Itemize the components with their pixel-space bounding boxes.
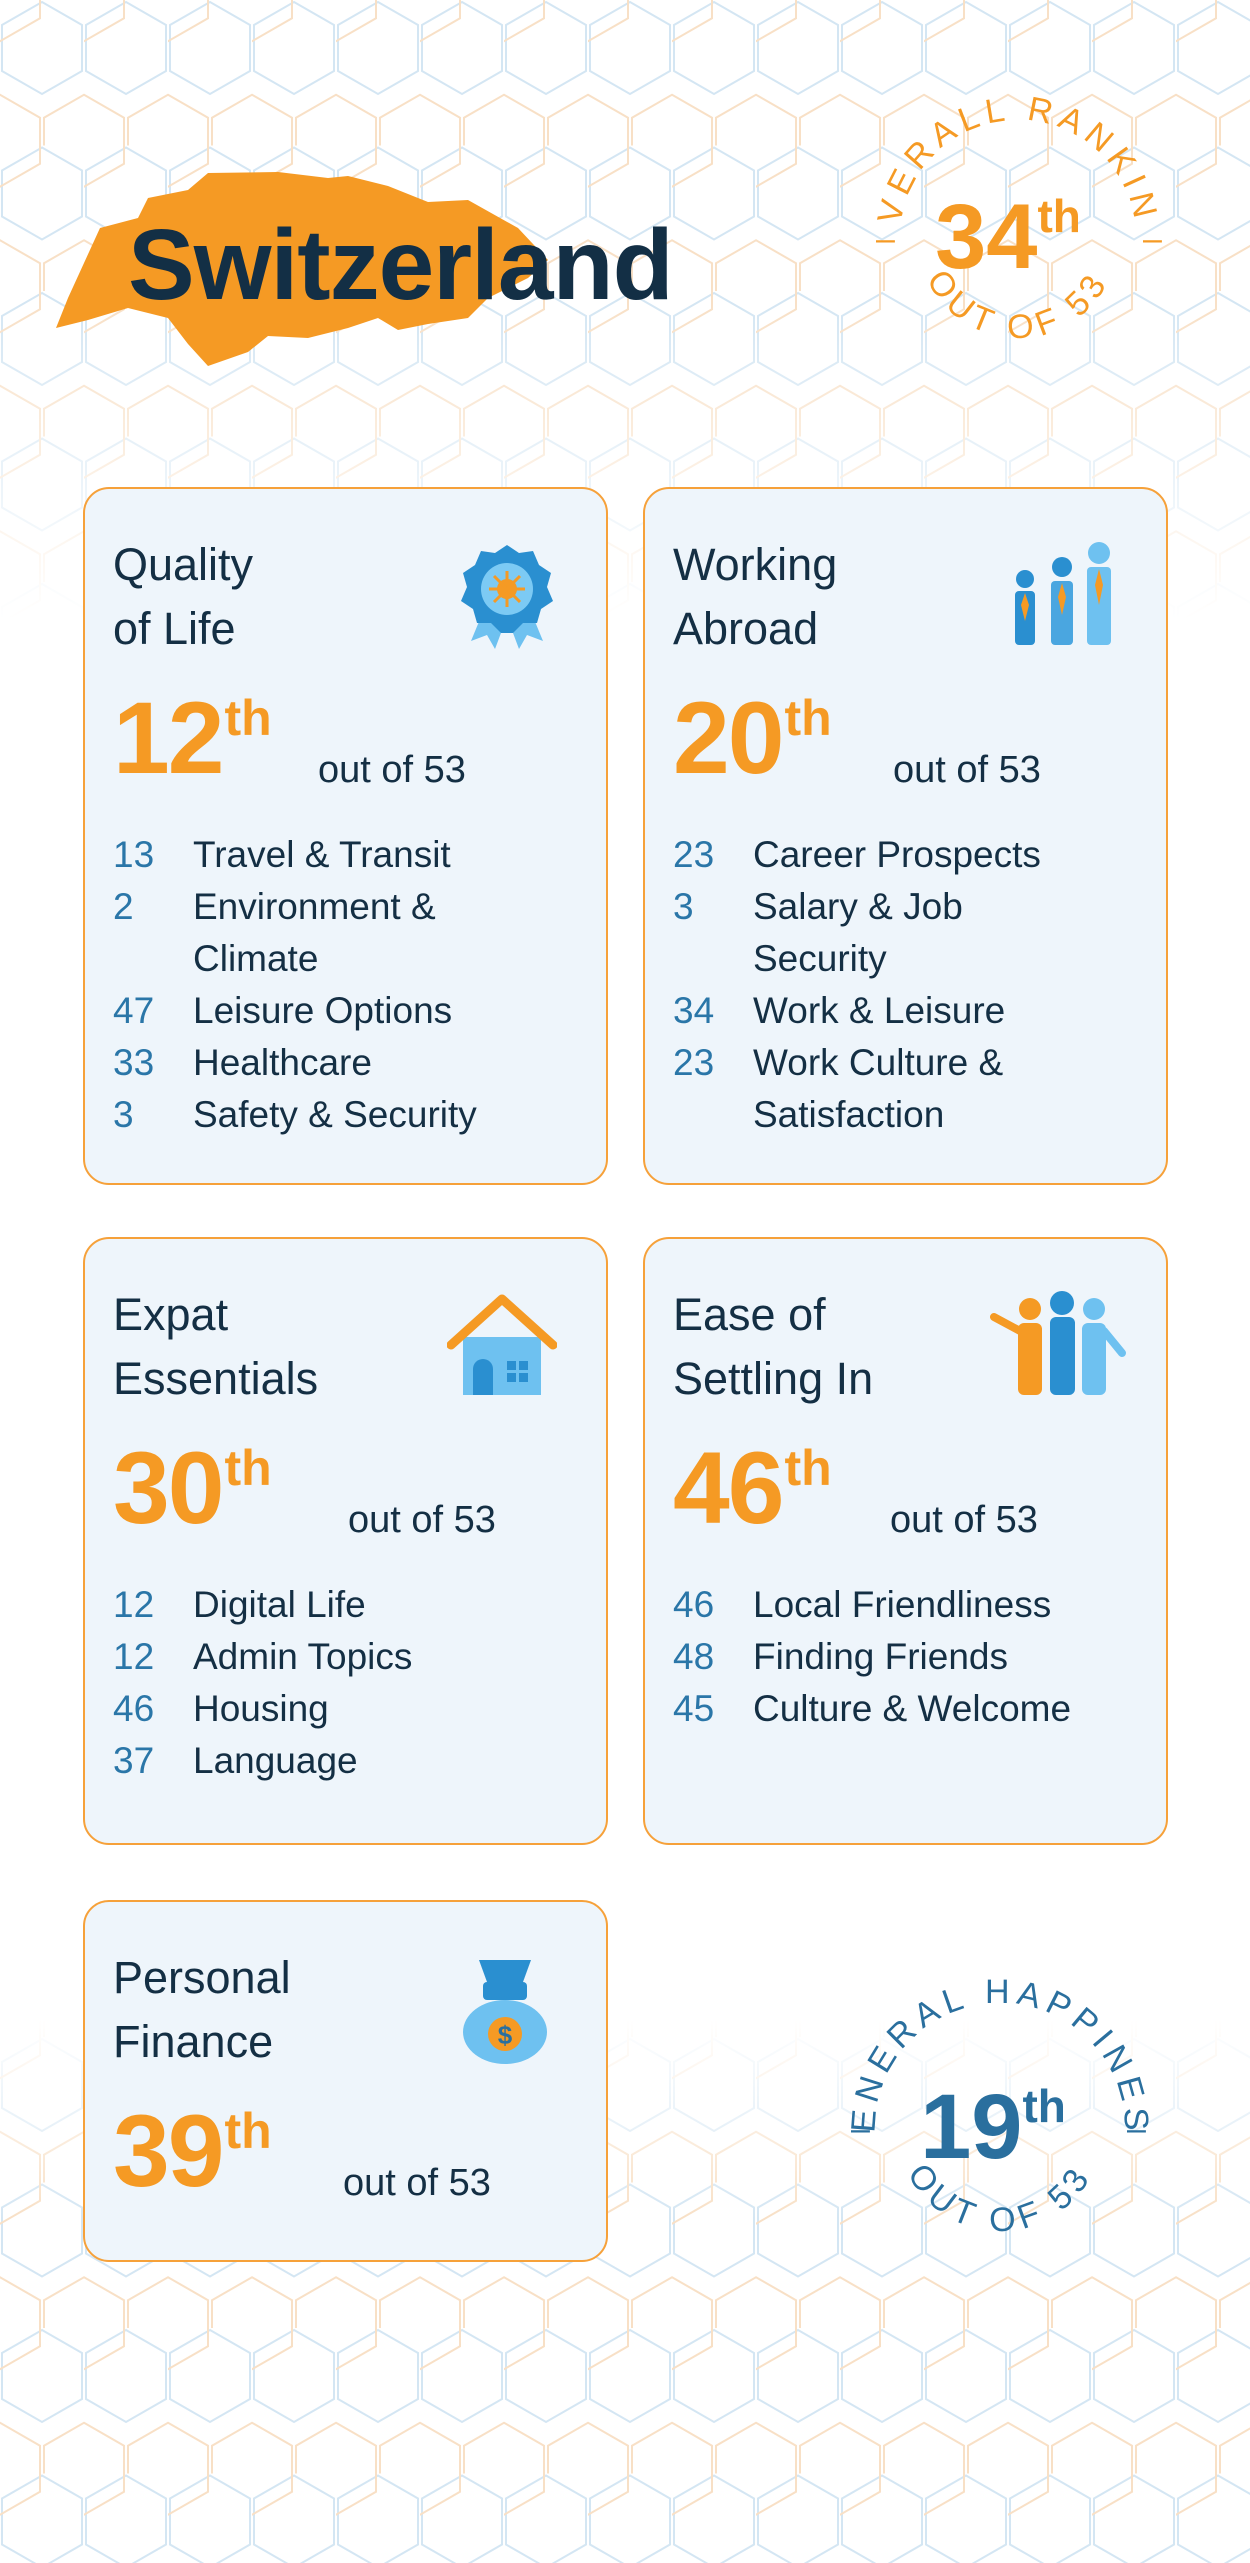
- svg-text:–: –: [876, 220, 895, 258]
- svg-text:–: –: [1143, 220, 1162, 258]
- rank-out-of: out of 53: [318, 749, 466, 791]
- list-item: 23 Career Prospects: [673, 834, 1041, 875]
- metric-list: 23 Career Prospects 3 Salary & Job Securit…: [673, 829, 1093, 1141]
- svg-text:–: –: [851, 2110, 870, 2148]
- list-item: 13 Travel & Transit: [113, 834, 451, 875]
- rank-out-of: out of 53: [348, 1499, 496, 1541]
- list-item: 45 Culture & Welcome: [673, 1688, 1072, 1729]
- list-item: 12 Admin Topics: [113, 1636, 413, 1677]
- rank-out-of: out of 53: [893, 749, 1041, 791]
- award-ribbon-icon: [461, 545, 553, 649]
- overall-rank-suffix: th: [1037, 190, 1080, 242]
- business-people-icon: [1015, 542, 1111, 645]
- house-icon: [447, 1294, 557, 1395]
- svg-text:19th: 19th: [920, 2076, 1066, 2178]
- money-bag-icon: $: [463, 1960, 547, 2064]
- metric-list: 13 Travel & Transit 2 Environment & Climat…: [113, 829, 533, 1141]
- welcoming-people-icon: [990, 1291, 1126, 1395]
- svg-text:$: $: [498, 2020, 513, 2050]
- list-item: 33 Healthcare: [113, 1042, 372, 1083]
- card-title: Working Abroad: [673, 539, 838, 654]
- list-item: 3 Safety & Security: [113, 1094, 477, 1135]
- card-title: Ease of Settling In: [673, 1289, 874, 1404]
- overall-ranking-seal: OVERALL RANKING OUT OF 53 – – 34th: [858, 68, 1178, 408]
- list-item: 12 Digital Life: [113, 1584, 366, 1625]
- list-item: 34 Work & Leisure: [673, 990, 1006, 1031]
- list-item: 48 Finding Friends: [673, 1636, 1009, 1677]
- rank-out-of: out of 53: [343, 2162, 491, 2204]
- svg-text:–: –: [1127, 2110, 1146, 2148]
- page-title: Switzerland: [128, 209, 674, 321]
- list-item: 37 Language: [113, 1740, 358, 1781]
- list-item: 3 Salary & Job Security: [673, 886, 963, 979]
- happiness-rank-suffix: th: [1022, 2080, 1065, 2132]
- list-item: 46 Housing: [113, 1688, 329, 1729]
- happiness-rank-value: 19: [920, 2076, 1022, 2178]
- metric-list: 12 Digital Life 12 Admin Topics 46 Housing …: [113, 1579, 533, 1787]
- list-item: 2 Environment & Climate: [113, 886, 436, 979]
- list-item: 47 Leisure Options: [113, 990, 453, 1031]
- card-title: Quality of Life: [113, 539, 254, 654]
- list-item: 23 Work Culture & Satisfaction: [673, 1042, 1004, 1135]
- general-happiness-seal: GENERAL HAPPINESS OUT OF 53 – – 19th: [835, 1950, 1165, 2290]
- card-title: Personal Finance: [113, 1952, 291, 2067]
- header: Switzerland OVERALL RANKING OUT OF 53 – …: [0, 0, 1250, 460]
- metric-list: 46 Local Friendliness 48 Finding Friends 4…: [673, 1579, 1093, 1735]
- svg-text:34th: 34th: [935, 186, 1081, 288]
- card-title: Expat Essentials: [113, 1289, 319, 1404]
- switzerland-map-icon: [56, 172, 548, 366]
- list-item: 46 Local Friendliness: [673, 1584, 1052, 1625]
- rank-out-of: out of 53: [890, 1499, 1038, 1541]
- overall-rank-value: 34: [935, 186, 1037, 288]
